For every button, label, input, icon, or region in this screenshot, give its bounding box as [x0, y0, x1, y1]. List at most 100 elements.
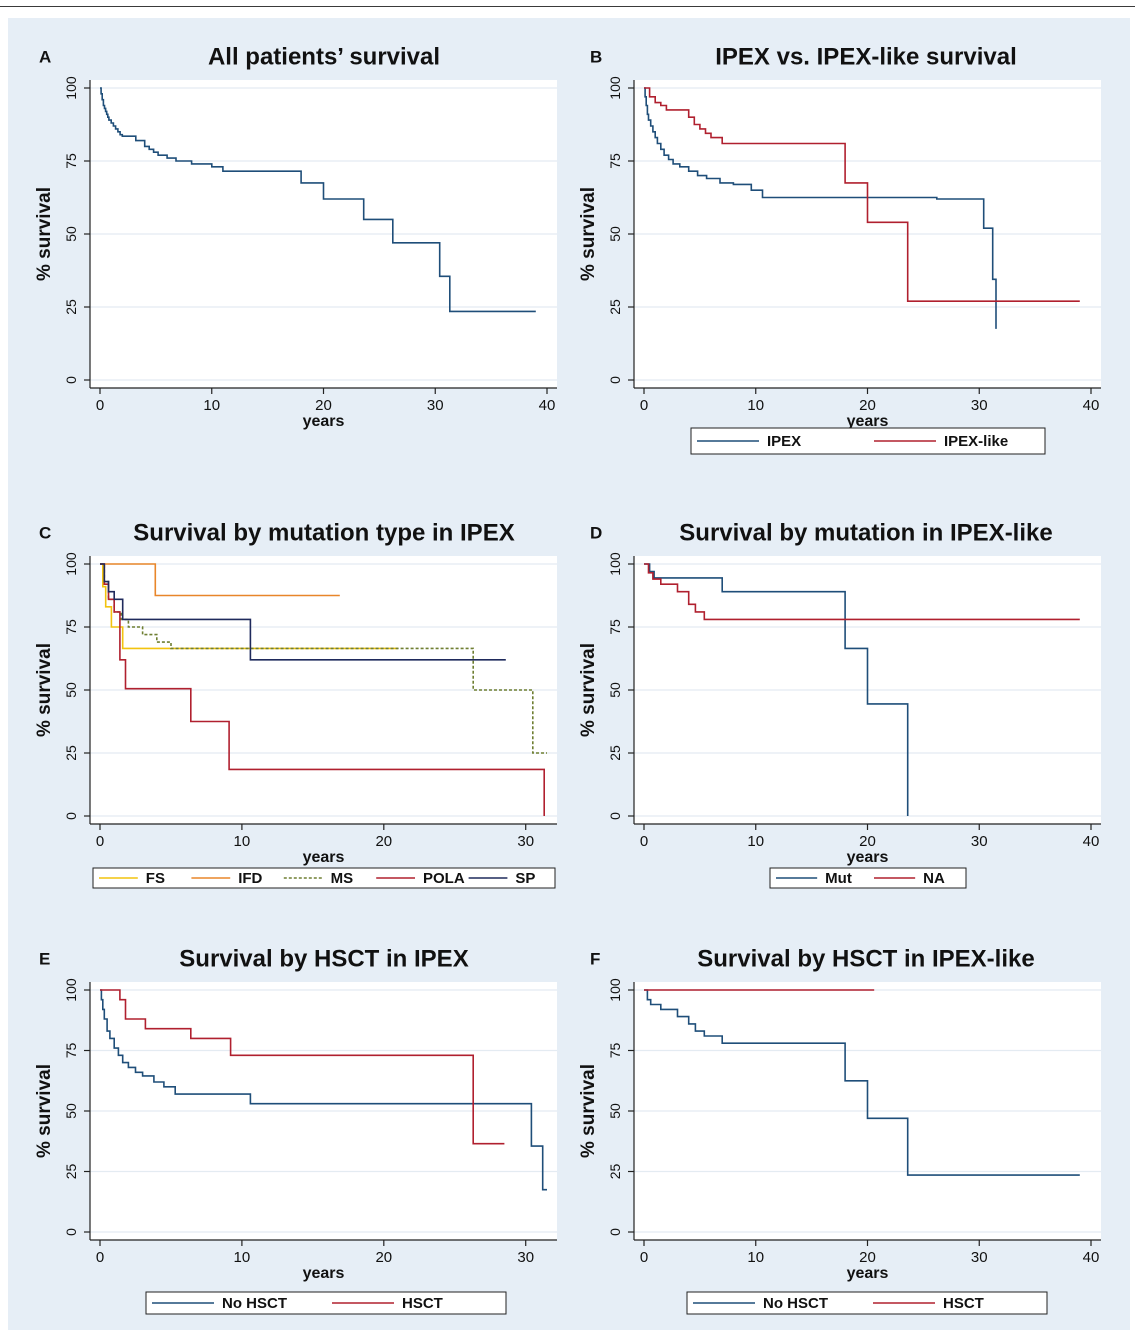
y-tick-label: 100	[607, 978, 623, 1002]
y-tick-label: 50	[63, 682, 79, 698]
y-axis-label: % survival	[34, 643, 55, 737]
panel-b: B IPEX vs. IPEX-like survival 0 25 50 75 100 0 1…	[578, 43, 1101, 455]
y-tick-label: 50	[607, 226, 623, 242]
x-axis-label: years	[303, 413, 345, 430]
panel-title: Survival by HSCT in IPEX	[179, 945, 468, 972]
x-tick-label: 10	[747, 397, 764, 414]
x-tick-label: 30	[517, 833, 534, 850]
y-tick-label: 0	[63, 812, 79, 820]
x-tick-label: 0	[96, 397, 104, 414]
x-tick-label: 40	[1083, 397, 1100, 414]
legend-box	[769, 867, 967, 889]
y-tick-label: 100	[607, 552, 623, 576]
y-tick-label: 25	[607, 299, 623, 315]
legend-label: Mut	[825, 870, 852, 887]
legend-label: IFD	[238, 870, 262, 887]
x-tick-label: 0	[640, 833, 648, 850]
panel-letter: A	[39, 47, 51, 66]
y-tick-label: 75	[607, 619, 623, 635]
x-tick-label: 10	[747, 833, 764, 850]
survival-curve-pola	[100, 563, 545, 816]
y-tick-label: 100	[63, 76, 79, 100]
legend: Mut NA	[769, 867, 967, 889]
panel-d: D Survival by mutation in IPEX-like 0 25 50 7…	[578, 519, 1101, 889]
legend: No HSCT HSCT	[145, 1291, 507, 1315]
y-tick-label: 50	[63, 1103, 79, 1119]
x-tick-label: 10	[234, 833, 251, 850]
panel-letter: F	[590, 949, 600, 968]
panel-c: C Survival by mutation type in IPEX 0 25 50 7…	[34, 519, 557, 889]
y-tick-label: 75	[63, 153, 79, 169]
legend: FS IFD MS POLA SP	[92, 867, 556, 889]
x-tick-label: 20	[315, 397, 332, 414]
survival-curve-no-hsct	[644, 989, 1080, 1176]
y-tick-label: 50	[63, 226, 79, 242]
legend-label: No HSCT	[763, 1295, 828, 1312]
x-tick-label: 0	[96, 833, 104, 850]
legend-label: HSCT	[402, 1295, 443, 1312]
legend-label: HSCT	[943, 1295, 984, 1312]
x-axis-label: years	[847, 413, 889, 430]
legend-label: POLA	[423, 870, 465, 887]
x-tick-label: 10	[747, 1249, 764, 1266]
x-tick-label: 40	[1083, 833, 1100, 850]
y-tick-label: 0	[63, 376, 79, 384]
y-tick-label: 25	[607, 745, 623, 761]
panel-title: Survival by mutation type in IPEX	[133, 519, 514, 546]
panel-title: Survival by mutation in IPEX-like	[679, 519, 1052, 546]
panel-letter: C	[39, 523, 51, 542]
panel-letter: D	[590, 523, 602, 542]
x-tick-label: 10	[203, 397, 220, 414]
panel-letter: B	[590, 47, 602, 66]
legend-label: SP	[515, 870, 535, 887]
x-tick-label: 20	[859, 397, 876, 414]
y-tick-label: 25	[607, 1164, 623, 1180]
legend-label: NA	[923, 870, 945, 887]
survival-curve-ipex	[644, 87, 997, 329]
y-tick-label: 75	[607, 153, 623, 169]
x-tick-label: 0	[640, 1249, 648, 1266]
legend-box	[145, 1291, 507, 1315]
survival-curve-hsct	[100, 989, 505, 1145]
y-tick-label: 0	[607, 1228, 623, 1236]
y-axis-label: % survival	[578, 1064, 599, 1158]
x-tick-label: 30	[971, 397, 988, 414]
y-tick-label: 100	[607, 76, 623, 100]
x-tick-label: 30	[517, 1249, 534, 1266]
x-axis-label: years	[303, 849, 345, 866]
y-tick-label: 25	[63, 299, 79, 315]
panel-title: Survival by HSCT in IPEX-like	[697, 945, 1034, 972]
y-tick-label: 75	[63, 619, 79, 635]
legend-label: MS	[331, 870, 354, 887]
x-tick-label: 30	[427, 397, 444, 414]
y-axis-label: % survival	[34, 1064, 55, 1158]
survival-curve-na	[644, 563, 1080, 621]
survival-curve-ipex-like	[644, 87, 1080, 302]
legend-label: No HSCT	[222, 1295, 287, 1312]
survival-curve-no-hsct	[100, 989, 547, 1191]
legend-label: IPEX	[767, 433, 801, 450]
y-axis-label: % survival	[578, 187, 599, 281]
y-axis-label: % survival	[578, 643, 599, 737]
x-tick-label: 20	[859, 1249, 876, 1266]
legend-label: IPEX-like	[944, 433, 1008, 450]
x-tick-label: 20	[375, 1249, 392, 1266]
y-axis-label: % survival	[34, 187, 55, 281]
y-tick-label: 25	[63, 1164, 79, 1180]
y-tick-label: 100	[63, 978, 79, 1002]
legend: IPEX IPEX-like	[690, 427, 1046, 455]
panel-a: A All patients’ survival 0 25 50 75 100 0 10 20 30…	[34, 43, 557, 430]
panel-letter: E	[39, 949, 50, 968]
y-tick-label: 50	[607, 1103, 623, 1119]
x-tick-label: 30	[971, 833, 988, 850]
top-rule	[0, 6, 1135, 7]
x-axis-label: years	[847, 849, 889, 866]
x-axis-label: years	[303, 1265, 345, 1282]
y-tick-label: 50	[607, 682, 623, 698]
panel-title: All patients’ survival	[208, 43, 440, 70]
legend: No HSCT HSCT	[686, 1291, 1048, 1315]
y-tick-label: 25	[63, 745, 79, 761]
x-tick-label: 40	[1083, 1249, 1100, 1266]
figure-panel-grid: A All patients’ survival 0 25 50 75 100 0 10 20 30…	[8, 18, 1130, 1330]
